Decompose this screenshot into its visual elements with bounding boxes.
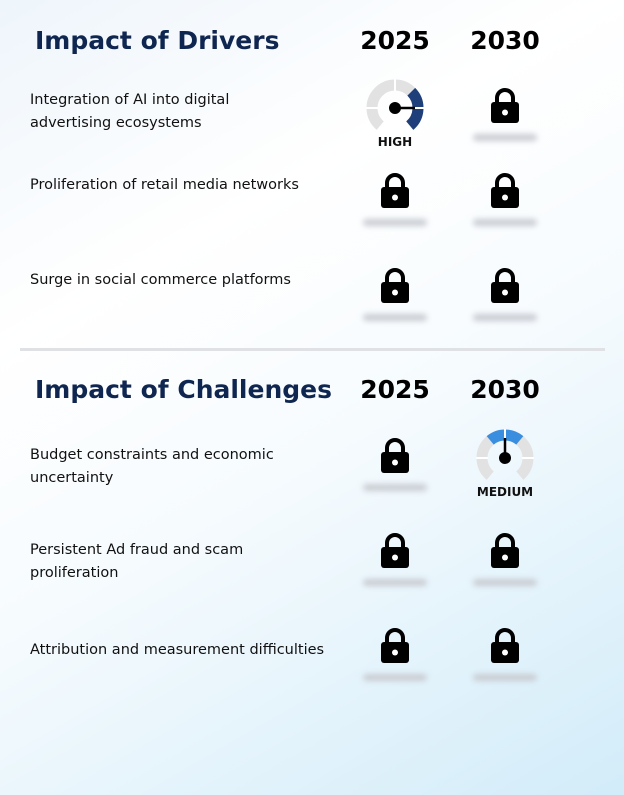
section-title: Impact of Drivers [35, 26, 280, 55]
year-header: 2030 [470, 375, 540, 404]
driver-label: Proliferation of retail media networks [30, 177, 299, 193]
lock-icon[interactable] [380, 628, 410, 664]
year-header: 2025 [360, 375, 430, 404]
divider [20, 348, 605, 351]
gauge-icon [365, 78, 425, 142]
year-header: 2030 [470, 26, 540, 55]
year-header: 2025 [360, 26, 430, 55]
lock-icon[interactable] [490, 88, 520, 124]
challenge-label: Budget constraints and economic uncertai… [30, 447, 274, 486]
lock-icon[interactable] [380, 438, 410, 474]
driver-label: Surge in social commerce platforms [30, 272, 291, 288]
lock-icon[interactable] [490, 173, 520, 209]
lock-icon[interactable] [380, 173, 410, 209]
blurred-value [473, 579, 537, 586]
impact-level: MEDIUM [476, 485, 534, 499]
blurred-value [473, 219, 537, 226]
section-title: Impact of Challenges [35, 375, 332, 404]
lock-icon[interactable] [490, 628, 520, 664]
driver-label: Integration of AI into digital advertisi… [30, 92, 230, 131]
impact-level: HIGH [377, 135, 413, 149]
challenge-label: Attribution and measurement difficulties [30, 642, 325, 658]
lock-icon[interactable] [490, 533, 520, 569]
challenge-label: Persistent Ad fraud and scam proliferati… [30, 542, 244, 581]
lock-icon[interactable] [380, 533, 410, 569]
blurred-value [363, 314, 427, 321]
blurred-value [363, 674, 427, 681]
blurred-value [363, 579, 427, 586]
lock-icon[interactable] [490, 268, 520, 304]
blurred-value [473, 674, 537, 681]
blurred-value [473, 314, 537, 321]
blurred-value [473, 134, 537, 141]
blurred-value [363, 219, 427, 226]
lock-icon[interactable] [380, 268, 410, 304]
gauge-icon [475, 428, 535, 492]
blurred-value [363, 484, 427, 491]
